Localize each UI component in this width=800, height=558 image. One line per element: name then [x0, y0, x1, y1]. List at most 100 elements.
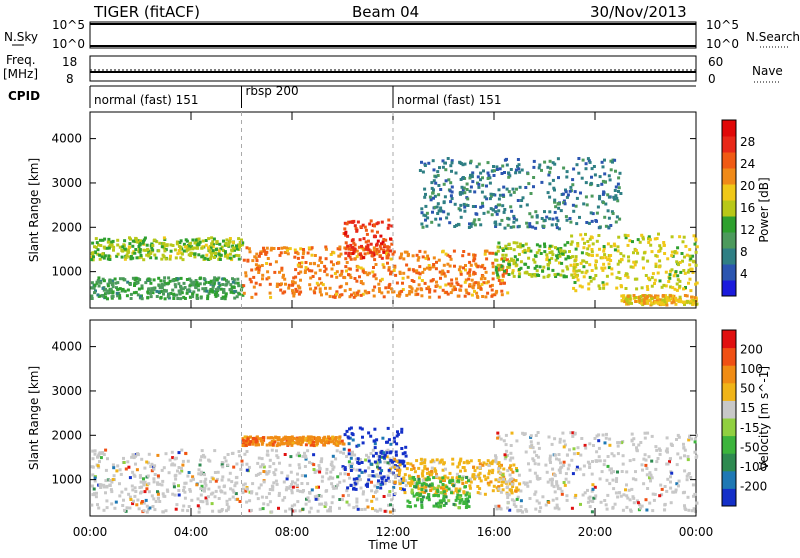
data-cell — [108, 291, 112, 295]
data-cell — [588, 275, 592, 279]
data-cell — [461, 188, 465, 192]
data-cell — [237, 237, 241, 241]
data-cell — [298, 489, 302, 493]
data-cell — [163, 276, 167, 280]
data-cell — [360, 427, 364, 431]
data-cell — [498, 203, 502, 207]
colorbar-frame — [721, 119, 737, 297]
data-cell — [219, 287, 223, 291]
data-cell — [503, 256, 506, 260]
data-cell — [401, 288, 405, 291]
data-cell — [271, 436, 275, 440]
data-cell — [412, 280, 416, 283]
data-cell — [610, 210, 614, 214]
data-cell — [423, 195, 427, 199]
data-cell — [550, 477, 554, 481]
data-cell — [356, 293, 360, 297]
data-cell — [501, 473, 505, 477]
data-cell — [235, 244, 238, 248]
data-cell — [477, 185, 481, 189]
data-cell — [145, 460, 149, 464]
data-cell — [323, 505, 327, 508]
data-cell — [625, 494, 629, 498]
data-cell — [382, 495, 386, 498]
data-cell — [679, 300, 683, 304]
data-cell — [570, 240, 574, 244]
data-cell — [424, 256, 428, 260]
y-tick-label: 4000 — [51, 340, 82, 354]
data-cell — [296, 442, 300, 446]
data-cell — [575, 465, 579, 469]
data-cell — [436, 174, 440, 177]
data-cell — [312, 261, 316, 265]
data-cell — [464, 268, 467, 272]
data-cell — [458, 160, 462, 164]
data-cell — [133, 251, 137, 255]
data-cell — [437, 258, 441, 262]
data-cell — [280, 246, 284, 250]
data-cell — [498, 471, 502, 475]
data-cell — [501, 164, 505, 168]
data-cell — [528, 480, 532, 484]
data-cell — [497, 241, 501, 245]
data-cell — [500, 293, 504, 297]
data-cell — [497, 279, 501, 282]
data-cell — [297, 292, 301, 296]
data-cell — [468, 260, 472, 264]
data-cell — [445, 216, 449, 220]
data-cell — [375, 473, 379, 477]
data-cell — [478, 476, 482, 480]
data-cell — [683, 303, 686, 306]
data-cell — [99, 281, 103, 285]
data-cell — [470, 222, 474, 226]
data-cell — [190, 251, 194, 255]
data-cell — [380, 256, 384, 260]
data-cell — [690, 295, 694, 299]
data-cell — [491, 208, 495, 212]
data-cell — [654, 445, 658, 449]
data-cell — [379, 451, 383, 455]
data-cell — [339, 450, 343, 454]
data-cell — [150, 246, 154, 250]
data-cell — [160, 286, 164, 290]
data-cell — [418, 169, 422, 172]
data-cell — [97, 243, 100, 247]
data-cell — [612, 470, 616, 474]
data-cell — [247, 247, 251, 251]
data-cell — [297, 463, 301, 467]
data-cell — [194, 238, 198, 242]
data-cell — [509, 193, 513, 197]
data-cell — [212, 278, 216, 282]
data-cell — [695, 281, 699, 285]
data-cell — [603, 459, 607, 463]
data-cell — [584, 446, 588, 450]
data-cell — [336, 475, 340, 479]
data-cell — [197, 288, 201, 292]
data-cell — [427, 484, 431, 488]
data-cell — [379, 247, 383, 251]
data-cell — [335, 449, 339, 453]
data-cell — [153, 238, 156, 242]
data-cell — [615, 276, 619, 280]
data-cell — [265, 262, 269, 265]
data-cell — [304, 502, 308, 506]
data-cell — [244, 271, 248, 275]
data-cell — [473, 477, 477, 481]
data-cell — [501, 273, 505, 277]
data-cell — [683, 294, 687, 297]
data-cell — [395, 442, 399, 446]
data-cell — [552, 186, 556, 190]
data-cell — [455, 496, 459, 500]
data-cell — [220, 245, 224, 249]
data-cell — [566, 255, 570, 259]
data-cell — [345, 222, 349, 226]
data-cell — [338, 441, 342, 445]
data-cell — [429, 485, 433, 489]
data-cell — [504, 244, 508, 248]
data-cell — [155, 289, 159, 293]
data-cell — [463, 162, 467, 166]
data-cell — [545, 215, 549, 219]
data-cell — [172, 482, 176, 486]
data-cell — [460, 497, 464, 501]
data-cell — [312, 468, 316, 471]
